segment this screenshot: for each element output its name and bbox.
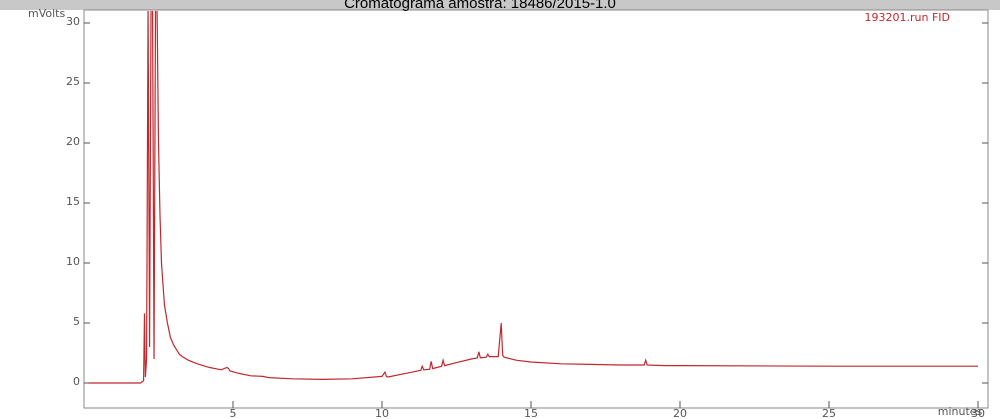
y-tick-label: 10 — [66, 255, 80, 268]
y-tick-label: 30 — [66, 15, 80, 28]
x-tick-label: 25 — [822, 407, 836, 419]
plot-frame — [83, 9, 989, 409]
x-tick-label: 10 — [375, 407, 389, 419]
series-line — [88, 11, 978, 384]
x-tick-label: 15 — [524, 407, 538, 419]
y-tick-label: 0 — [73, 375, 80, 388]
y-tick-label: 5 — [73, 315, 80, 328]
x-axis-label: minutes — [938, 405, 983, 418]
x-tick-label: 5 — [230, 407, 237, 419]
x-tick-label: 20 — [673, 407, 687, 419]
title-bar — [0, 0, 1000, 10]
y-tick-label: 20 — [66, 135, 80, 148]
y-tick-label: 15 — [66, 195, 80, 208]
y-axis-label: mVolts — [28, 7, 65, 20]
legend-entry: 193201.run FID — [865, 11, 951, 24]
x-tick-label: 30 — [971, 407, 985, 419]
y-tick-label: 25 — [66, 75, 80, 88]
chart-title: Cromatograma amostra: 18486/2015-1.0 — [344, 0, 616, 12]
